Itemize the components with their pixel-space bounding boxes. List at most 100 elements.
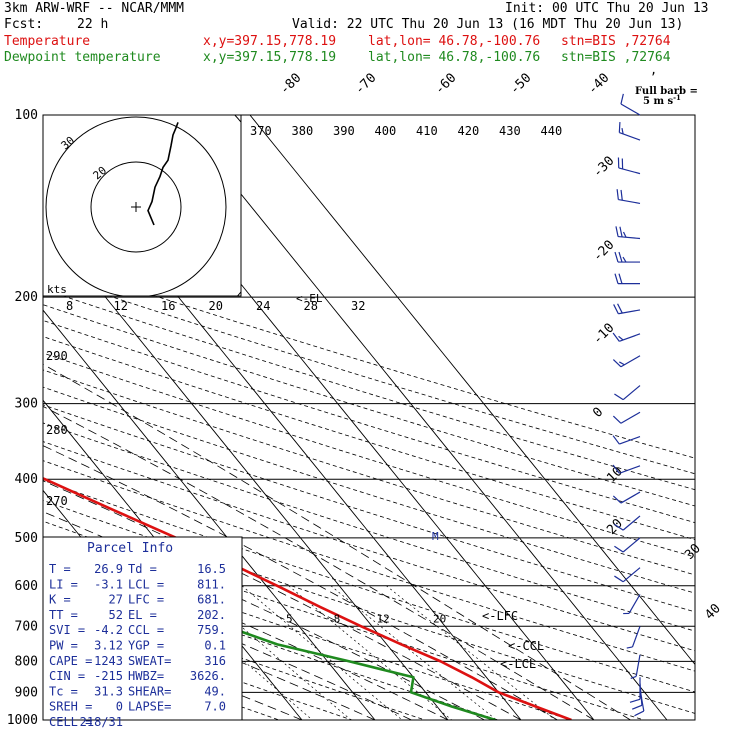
dry-adiabat-360 bbox=[43, 422, 695, 632]
wind-barb-shaft bbox=[620, 103, 641, 116]
moist-adiabat-30 bbox=[43, 405, 595, 720]
temp-tick-label--50: -50 bbox=[507, 71, 534, 98]
parcel-value2-6: 316 bbox=[204, 654, 226, 668]
marker-ccl: <-CCL bbox=[508, 639, 544, 653]
mixing-ratio-5 bbox=[241, 585, 403, 720]
isotherm--50 bbox=[0, 115, 10, 720]
full-barb-units-text: 5 m s bbox=[643, 96, 674, 107]
wind-barb-shaft bbox=[620, 411, 641, 424]
parcel-value-9: 0 bbox=[116, 700, 123, 714]
parcel-value-1: -3.1 bbox=[94, 577, 123, 591]
wind-barb-flag bbox=[614, 273, 619, 284]
parcel-label-1: LI = bbox=[49, 577, 78, 591]
pressure-label-600: 600 bbox=[15, 579, 38, 594]
wind-barb-flag bbox=[617, 303, 623, 314]
speed-scale-label-20: 20 bbox=[209, 299, 223, 313]
isotherm-40 bbox=[176, 115, 668, 720]
mixing-ratio-label-12: 12 bbox=[376, 612, 389, 625]
marker-lcl: <-LCL bbox=[500, 657, 536, 671]
dry-adiabat-290 bbox=[43, 564, 499, 720]
pressure-label-500: 500 bbox=[15, 531, 38, 546]
wind-barb-flag bbox=[622, 256, 627, 263]
dewpoint-latlon: lat,lon= 46.78,-100.76 bbox=[368, 50, 541, 65]
wind-barb-flag bbox=[612, 435, 620, 445]
top-comma-mark: , bbox=[650, 63, 657, 77]
parcel-value-7: -215 bbox=[94, 669, 123, 683]
parcel-label-3: TT = bbox=[49, 608, 78, 622]
dry-adiabat-370 bbox=[43, 404, 695, 613]
wind-barb-flag bbox=[614, 393, 624, 401]
wind-barb-100 bbox=[620, 93, 641, 116]
parcel-value-6: 1243 bbox=[94, 654, 123, 668]
parcel-label2-5: YGP = bbox=[128, 639, 164, 653]
isotherm-30 bbox=[103, 115, 595, 720]
dewpoint-legend: Dewpoint temperature bbox=[4, 50, 161, 65]
wind-barb-flag bbox=[631, 704, 643, 710]
theta-label-410: 410 bbox=[416, 124, 438, 138]
temp-tick-label--20: -20 bbox=[590, 238, 617, 265]
wind-barb-shaft bbox=[620, 355, 641, 368]
moist-adiabat-10 bbox=[43, 538, 449, 720]
parcel-label2-4: CCL = bbox=[128, 623, 164, 637]
theta-label-400: 400 bbox=[375, 124, 397, 138]
wind-barb-flag bbox=[619, 226, 623, 238]
wind-barb-210 bbox=[613, 303, 641, 315]
wind-barb-560 bbox=[614, 567, 641, 583]
wind-barb-shaft bbox=[635, 654, 641, 677]
wind-barb-620 bbox=[623, 594, 641, 615]
parcel-value2-2: 681. bbox=[197, 593, 226, 607]
wind-barb-780 bbox=[630, 654, 641, 680]
pressure-label-300: 300 bbox=[15, 397, 38, 412]
parcel-value2-4: 759. bbox=[197, 623, 226, 637]
hodograph-trace bbox=[147, 122, 179, 226]
wind-barb-flag bbox=[616, 189, 619, 200]
parcel-label-6: CAPE = bbox=[49, 654, 92, 668]
pressure-label-900: 900 bbox=[15, 685, 38, 700]
wind-barb-420 bbox=[612, 491, 641, 504]
speed-scale-label-8: 8 bbox=[66, 299, 73, 313]
theta-label-left-280: 280 bbox=[46, 423, 68, 437]
parcel-label2-3: EL = bbox=[128, 608, 157, 622]
pressure-label-400: 400 bbox=[15, 472, 38, 487]
wind-barb-flag bbox=[614, 523, 624, 531]
parcel-value-8: 31.3 bbox=[94, 684, 123, 698]
full-barb-units: 5 m s-1 bbox=[643, 93, 681, 107]
wind-barb-shaft bbox=[619, 465, 641, 474]
parcel-value-4: -4.2 bbox=[94, 623, 123, 637]
dry-adiabat-340 bbox=[43, 460, 695, 672]
marker-el: <-EL bbox=[296, 292, 323, 305]
wind-barb-160 bbox=[615, 226, 641, 240]
parcel-label-5: PW = bbox=[49, 639, 78, 653]
dry-adiabat-330 bbox=[43, 479, 695, 693]
wind-barb-250 bbox=[612, 355, 641, 368]
temp-tick-label--70: -70 bbox=[352, 71, 379, 98]
wind-barb-190 bbox=[614, 273, 640, 285]
parcel-value-5: 3.12 bbox=[94, 639, 123, 653]
wind-barb-flag bbox=[612, 359, 622, 368]
theta-label-380: 380 bbox=[292, 124, 314, 138]
wind-barb-shaft bbox=[622, 515, 641, 531]
forecast-hours: 22 h bbox=[77, 17, 109, 32]
wind-barb-310 bbox=[612, 411, 641, 424]
wind-barb-shaft bbox=[619, 131, 641, 141]
wind-barb-flag bbox=[621, 128, 624, 135]
model-title: 3km ARW-WRF -- NCAR/MMM bbox=[4, 1, 185, 16]
theta-label-430: 430 bbox=[499, 124, 521, 138]
wind-barb-flag bbox=[620, 189, 623, 201]
wind-barb-230 bbox=[612, 332, 641, 342]
parcel-label-0: T = bbox=[49, 562, 71, 576]
theta-label-390: 390 bbox=[333, 124, 355, 138]
wind-barb-shaft bbox=[622, 385, 641, 401]
mixing-ratio-20 bbox=[386, 585, 556, 720]
wind-barb-shaft bbox=[619, 333, 641, 342]
wind-barb-shaft bbox=[631, 626, 641, 648]
wind-barb-shaft bbox=[628, 594, 641, 614]
temp-tick-label--40: -40 bbox=[585, 71, 612, 98]
temperature-xy: x,y=397.15,778.19 bbox=[203, 34, 337, 49]
speed-scale-label-28: 28 bbox=[304, 299, 318, 313]
wind-barb-shaft bbox=[622, 567, 641, 583]
speed-scale-label-24: 24 bbox=[256, 299, 270, 313]
moist-adiabat-20 bbox=[43, 480, 522, 720]
parcel-info-title: Parcel Info bbox=[87, 541, 173, 556]
wind-barb-flag bbox=[619, 361, 625, 366]
